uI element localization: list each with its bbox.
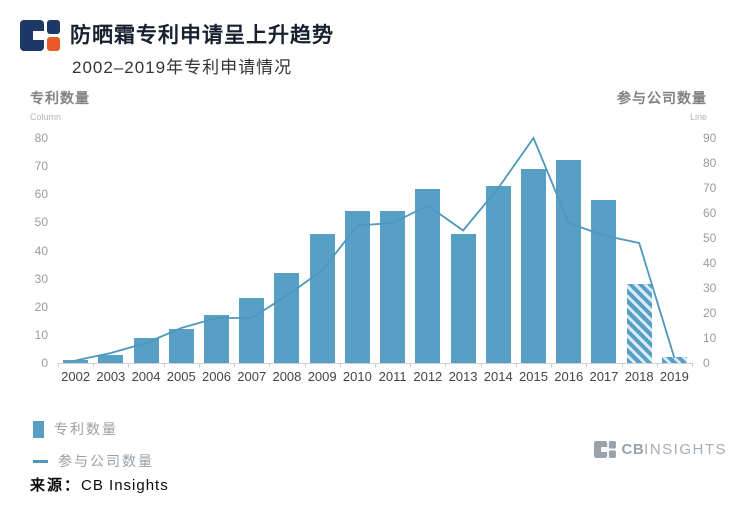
line-series: [75, 136, 676, 362]
legend-label-line: 参与公司数量: [58, 453, 154, 469]
x-axis-tick: [481, 363, 482, 367]
x-axis-tick: [622, 363, 623, 367]
bar-2016: [556, 160, 582, 363]
x-axis-tick: [375, 363, 376, 367]
cb-insights-logo-icon: [20, 20, 60, 51]
x-label-2005: 2005: [166, 369, 196, 384]
bar-2003: [98, 355, 124, 363]
left-tick-40: 40: [34, 243, 48, 258]
left-tick-80: 80: [34, 131, 48, 145]
cb-insights-watermark: CB INSIGHTS: [594, 441, 727, 458]
x-label-2012: 2012: [413, 369, 443, 384]
x-label-2015: 2015: [519, 369, 548, 384]
right-axis-subtitle: Line: [689, 112, 707, 122]
x-axis-tick: [692, 363, 693, 367]
x-label-2002: 2002: [61, 369, 91, 384]
left-tick-20: 20: [34, 299, 48, 314]
x-axis-tick: [234, 363, 235, 367]
x-label-2013: 2013: [448, 369, 478, 384]
x-axis-tick: [657, 363, 658, 367]
source-line: 来源：CB Insights: [30, 474, 169, 495]
right-tick-80: 80: [703, 156, 717, 170]
x-label-2010: 2010: [342, 369, 372, 384]
bar-2013: [450, 234, 476, 363]
x-axis-tick: [199, 363, 200, 367]
left-tick-70: 70: [34, 159, 48, 174]
left-tick-10: 10: [34, 327, 48, 342]
bar-2012: [415, 189, 441, 363]
bar-2006: [204, 315, 229, 363]
right-tick-40: 40: [703, 256, 717, 270]
x-label-2017: 2017: [589, 369, 619, 384]
x-label-2014: 2014: [483, 369, 513, 384]
x-label-2016: 2016: [554, 369, 584, 384]
x-label-2011: 2011: [378, 369, 407, 384]
x-axis-tick: [410, 363, 411, 367]
left-tick-0: 0: [41, 356, 48, 370]
source-value: CB Insights: [81, 477, 169, 494]
source-label: 来源：: [30, 477, 82, 494]
right-tick-50: 50: [703, 231, 717, 245]
x-axis-tick: [586, 363, 587, 367]
x-axis-tick: [445, 363, 446, 367]
bar-2009: [309, 234, 335, 363]
x-axis-tick: [93, 363, 94, 367]
legend-item-bars: 专利数量: [33, 419, 118, 439]
left-tick-30: 30: [34, 271, 48, 286]
x-label-2006: 2006: [202, 369, 231, 384]
right-tick-30: 30: [703, 281, 717, 295]
left-axis-header: 专利数量 Column: [30, 88, 90, 122]
right-axis-header: 参与公司数量 Line: [617, 88, 707, 122]
x-label-2004: 2004: [131, 369, 161, 384]
x-axis-tick: [128, 363, 129, 367]
plot-area: [58, 136, 693, 367]
page-title: 防晒霜专利申请呈上升趋势: [70, 24, 334, 47]
watermark-insights-text: INSIGHTS: [644, 441, 727, 458]
x-axis-tick: [551, 363, 552, 367]
right-tick-70: 70: [703, 181, 717, 195]
bar-2018: [626, 284, 652, 363]
left-axis-title: 专利数量: [30, 90, 90, 106]
bar-2017: [591, 200, 617, 363]
left-axis-subtitle: Column: [30, 112, 62, 122]
left-tick-60: 60: [34, 187, 48, 202]
bar-legend-swatch-icon: [33, 420, 44, 438]
legend-item-line: 参与公司数量: [33, 451, 154, 471]
bar-2015: [521, 169, 546, 363]
right-tick-60: 60: [703, 206, 717, 220]
x-label-2009: 2009: [307, 369, 337, 384]
x-axis-tick: [340, 363, 341, 367]
cb-insights-watermark-icon: [594, 441, 617, 458]
bar-2019: [661, 357, 687, 363]
x-label-2019: 2019: [659, 369, 689, 384]
page-subtitle: 2002–2019年专利申请情况: [72, 58, 293, 77]
right-tick-10: 10: [703, 331, 717, 345]
bar-2005: [168, 329, 194, 363]
legend-label-bars: 专利数量: [54, 421, 118, 437]
right-axis-title: 参与公司数量: [617, 90, 707, 106]
x-axis-tick: [269, 363, 270, 367]
line-legend-swatch-icon: [33, 459, 48, 463]
x-label-2007: 2007: [237, 369, 267, 384]
right-tick-90: 90: [703, 131, 717, 145]
right-tick-20: 20: [703, 306, 717, 320]
x-label-2008: 2008: [272, 369, 302, 384]
x-label-2003: 2003: [96, 369, 126, 384]
x-label-2018: 2018: [624, 369, 654, 384]
x-axis-tick: [516, 363, 517, 367]
bar-2002: [63, 360, 89, 363]
x-axis-tick: [305, 363, 306, 367]
x-axis-tick: [58, 363, 59, 367]
x-axis-tick: [164, 363, 165, 367]
bar-2014: [485, 186, 511, 363]
right-tick-0: 0: [703, 356, 710, 370]
bar-2011: [380, 211, 406, 363]
bar-2007: [239, 298, 265, 363]
left-tick-50: 50: [34, 215, 48, 230]
bar-2008: [274, 273, 300, 363]
watermark-cb-text: CB: [621, 441, 645, 458]
